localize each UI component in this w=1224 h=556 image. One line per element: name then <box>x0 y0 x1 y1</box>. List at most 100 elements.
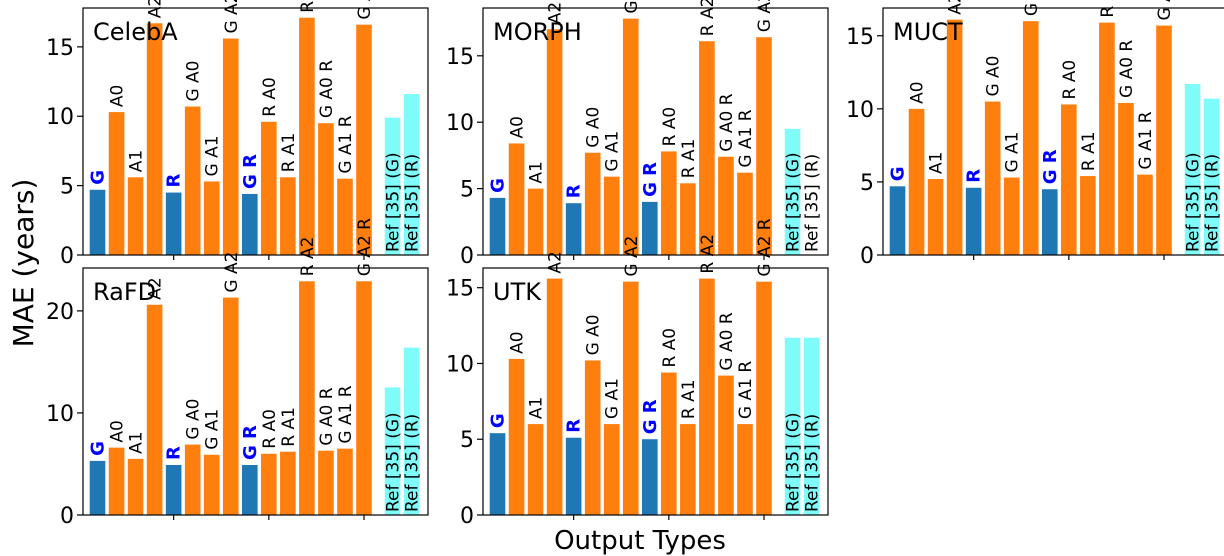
x-axis-label: Output Types <box>554 526 726 556</box>
bar-label: G A2 <box>622 0 642 14</box>
bar-label: R A1 <box>679 139 699 179</box>
bar <box>1003 177 1020 255</box>
bar-label: Ref [35] (G) <box>384 152 404 252</box>
bar <box>184 106 201 256</box>
bar <box>356 281 372 515</box>
y-tick-label: 10 <box>846 98 874 123</box>
bar <box>508 143 525 255</box>
bar <box>1184 84 1201 255</box>
y-tick-label: 5 <box>460 178 474 203</box>
bar <box>546 278 563 515</box>
bar <box>337 178 353 255</box>
bar <box>965 187 982 255</box>
panel-title: UTK <box>493 278 542 306</box>
bar <box>661 151 677 255</box>
bar-label: G A0 R <box>717 93 737 151</box>
bar-label: R A1 <box>679 379 699 419</box>
bar <box>318 123 334 255</box>
bar-label: G A2 R <box>355 0 375 20</box>
bar-label: G A0 R <box>317 387 337 445</box>
bar <box>1099 22 1115 255</box>
bar-label: G A1 R <box>736 361 756 419</box>
y-tick-label: 0 <box>60 504 74 529</box>
bar-label: R A2 <box>298 237 318 277</box>
bar-label: G A2 R <box>755 0 775 32</box>
bar-label: G A0 <box>184 60 204 101</box>
bar <box>718 375 734 515</box>
y-tick-label: 15 <box>446 277 474 302</box>
bar <box>241 193 258 255</box>
bar <box>1156 25 1172 255</box>
panel-utk: 0 5 10 15 G A0 A1 A2 R G A0 G A1 G A2 G R R A0 R A1 R A… <box>446 218 829 529</box>
bar-label: G A1 R <box>336 115 356 173</box>
y-axis-label: MAE (years) <box>7 179 40 348</box>
bar-label: A2 <box>146 277 166 299</box>
bar <box>261 453 277 515</box>
bar <box>146 23 163 256</box>
bar <box>1137 174 1153 255</box>
y-tick-label: 0 <box>60 244 74 269</box>
bar <box>127 458 144 515</box>
y-tick-label: 15 <box>446 45 474 70</box>
bar <box>222 297 239 515</box>
bar-label: Ref [35] (G) <box>1184 152 1204 252</box>
panel-title: MUCT <box>893 18 963 46</box>
bar <box>489 433 506 515</box>
bar <box>784 128 801 255</box>
y-tick-label: 10 <box>46 402 74 427</box>
bar-label: A1 <box>527 397 547 419</box>
bar <box>756 37 772 255</box>
y-tick-label: 0 <box>860 244 874 269</box>
bar <box>889 186 906 255</box>
y-tick-label: 5 <box>860 171 874 196</box>
bar <box>356 24 372 255</box>
bar-label: A0 <box>108 420 128 442</box>
y-tick-label: 10 <box>46 105 74 130</box>
bar <box>784 337 801 515</box>
bar <box>203 181 220 255</box>
bar <box>546 29 563 255</box>
bar <box>108 112 125 256</box>
bar-label: Ref [35] (R) <box>803 414 823 512</box>
bar-label: Ref [35] (R) <box>403 154 423 252</box>
bar <box>565 437 582 515</box>
bar <box>622 18 639 255</box>
bar-label: G A1 <box>603 131 623 172</box>
bar <box>337 448 353 515</box>
bar-label: A2 <box>946 0 966 15</box>
bar-label: Ref [35] (G) <box>784 152 804 252</box>
bar-label: R A0 <box>660 328 680 368</box>
y-tick-label: 10 <box>446 111 474 136</box>
bar <box>165 192 182 255</box>
bar <box>1118 103 1134 255</box>
bar-label: G A0 <box>184 399 204 440</box>
bar <box>89 189 106 255</box>
bar <box>737 424 753 515</box>
bar-label: A0 <box>508 331 528 353</box>
bar-label: G A2 <box>222 0 242 34</box>
y-tick-label: 15 <box>46 36 74 61</box>
bar-label: G A2 R <box>355 218 375 276</box>
bar <box>108 447 125 515</box>
bar <box>384 117 401 255</box>
bar <box>403 347 420 515</box>
bar <box>584 152 601 255</box>
bar <box>1061 104 1077 255</box>
bar-label: G <box>488 413 509 428</box>
bar-label: G <box>88 441 109 456</box>
bar-label: R A1 <box>279 133 299 173</box>
bar <box>699 41 715 255</box>
bar <box>280 451 296 515</box>
bar-label: G A0 R <box>317 60 337 118</box>
bar <box>241 464 258 515</box>
axes-frame <box>482 7 829 256</box>
bar-label: G A0 <box>984 56 1004 97</box>
bar <box>908 108 925 255</box>
bar <box>165 464 182 515</box>
bar <box>603 176 620 255</box>
bar <box>489 197 506 255</box>
bar <box>584 360 601 515</box>
bar-label: R A2 <box>298 0 318 13</box>
